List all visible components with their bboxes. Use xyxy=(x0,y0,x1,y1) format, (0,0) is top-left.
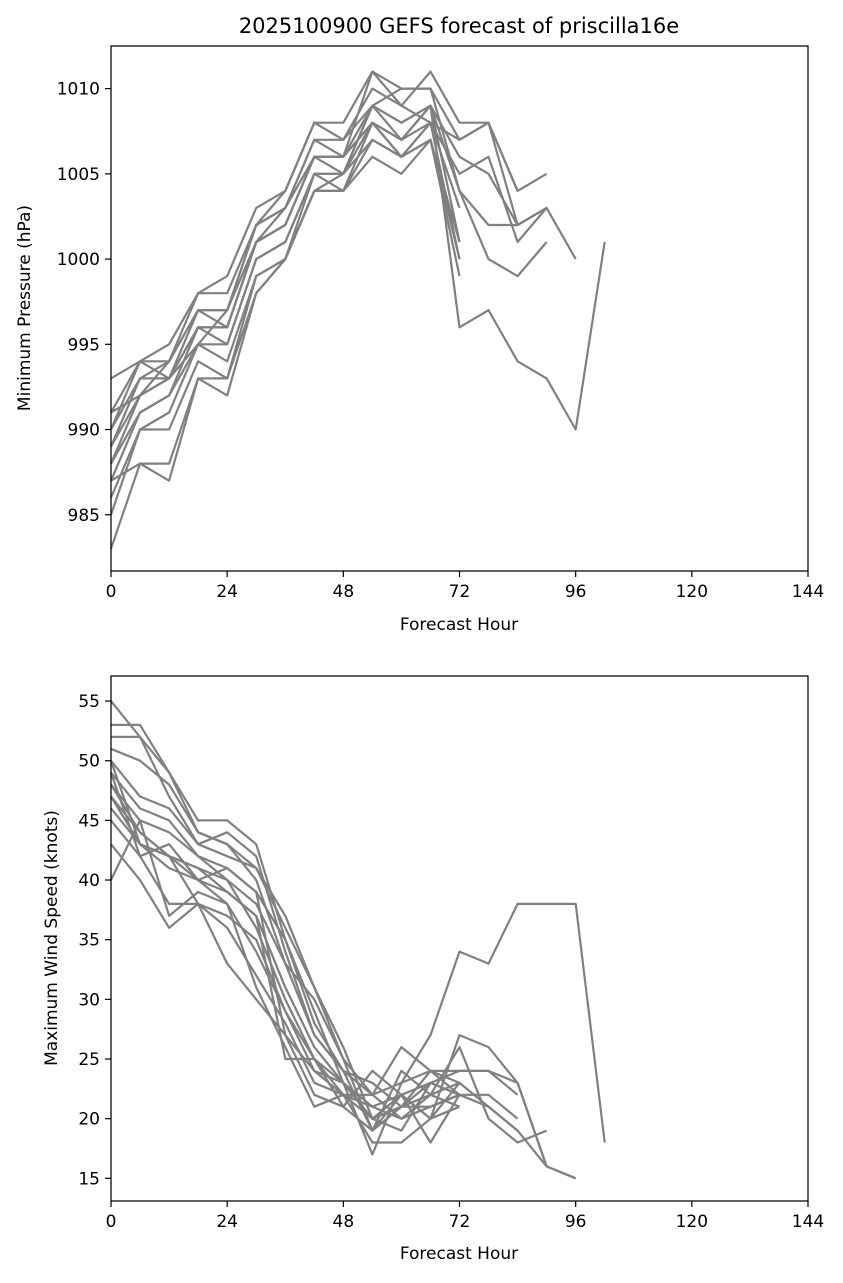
wind-y-tick-label: 35 xyxy=(78,931,100,951)
pressure-x-tick-label: 72 xyxy=(449,582,471,602)
wind-ticks: 0 24 48 72 96 120 144 15 20 25 30 35 40 45 50 55 xyxy=(78,692,824,1232)
wind-x-tick-label: 120 xyxy=(676,1212,708,1232)
pressure-y-tick-label: 1005 xyxy=(57,165,100,185)
pressure-x-tick-label: 144 xyxy=(792,582,824,602)
wind-x-tick-label: 144 xyxy=(792,1212,824,1232)
pressure-x-tick-label: 0 xyxy=(106,582,117,602)
pressure-x-tick-label: 96 xyxy=(565,582,587,602)
pressure-y-tick-label: 1010 xyxy=(57,80,100,100)
wind-series-line-m15 xyxy=(109,760,461,1144)
wind-y-tick-label: 50 xyxy=(78,752,100,772)
pressure-y-tick-label: 995 xyxy=(68,335,100,355)
pressure-panel: 2025100900 GEFS forecast of priscilla16e… xyxy=(15,14,824,635)
wind-y-tick-label: 45 xyxy=(78,811,100,831)
wind-x-tick-label: 72 xyxy=(449,1212,471,1232)
wind-x-axis-label: Forecast Hour xyxy=(400,1244,518,1264)
pressure-x-tick-label: 24 xyxy=(216,582,238,602)
wind-y-tick-label: 20 xyxy=(78,1110,100,1130)
wind-x-tick-label: 24 xyxy=(216,1212,238,1232)
pressure-series-line-m13 xyxy=(110,104,548,414)
wind-series-line-m14 xyxy=(110,819,461,1144)
pressure-y-tick-label: 985 xyxy=(68,506,100,526)
wind-axes-frame xyxy=(110,675,809,1202)
wind-series-line-m07 xyxy=(110,783,519,1132)
wind-x-tick-label: 96 xyxy=(565,1212,587,1232)
wind-y-tick-label: 40 xyxy=(78,871,100,891)
pressure-x-axis-label: Forecast Hour xyxy=(400,615,518,635)
wind-series-line-m16 xyxy=(109,772,519,1132)
wind-panel: 0 24 48 72 96 120 144 15 20 25 30 35 40 45 50 55 Foreca… xyxy=(42,675,824,1264)
wind-y-axis-label: Maximum Wind Speed (knots) xyxy=(42,810,62,1066)
wind-series-line-m12 xyxy=(110,819,460,1120)
pressure-x-tick-label: 48 xyxy=(333,582,355,602)
wind-x-tick-label: 48 xyxy=(333,1212,355,1232)
pressure-y-tick-label: 990 xyxy=(68,421,100,441)
pressure-series-line-m14 xyxy=(109,121,461,430)
pressure-ticks: 0 24 48 72 96 120 144 985 990 995 1000 1005 1010 xyxy=(57,80,824,602)
pressure-axes-frame xyxy=(110,45,809,572)
wind-y-tick-label: 55 xyxy=(78,692,100,712)
pressure-y-tick-label: 1000 xyxy=(57,250,100,270)
wind-y-tick-label: 25 xyxy=(78,1050,100,1070)
pressure-lines xyxy=(109,70,606,550)
wind-lines xyxy=(109,700,606,1180)
pressure-y-axis-label: Minimum Pressure (hPa) xyxy=(15,205,35,411)
pressure-series-line-m01 xyxy=(110,70,548,380)
chart-title: 2025100900 GEFS forecast of priscilla16e xyxy=(239,14,679,38)
wind-y-tick-label: 30 xyxy=(78,990,100,1010)
wind-x-tick-label: 0 xyxy=(106,1212,117,1232)
wind-y-tick-label: 15 xyxy=(78,1169,100,1189)
pressure-x-tick-label: 120 xyxy=(676,582,708,602)
